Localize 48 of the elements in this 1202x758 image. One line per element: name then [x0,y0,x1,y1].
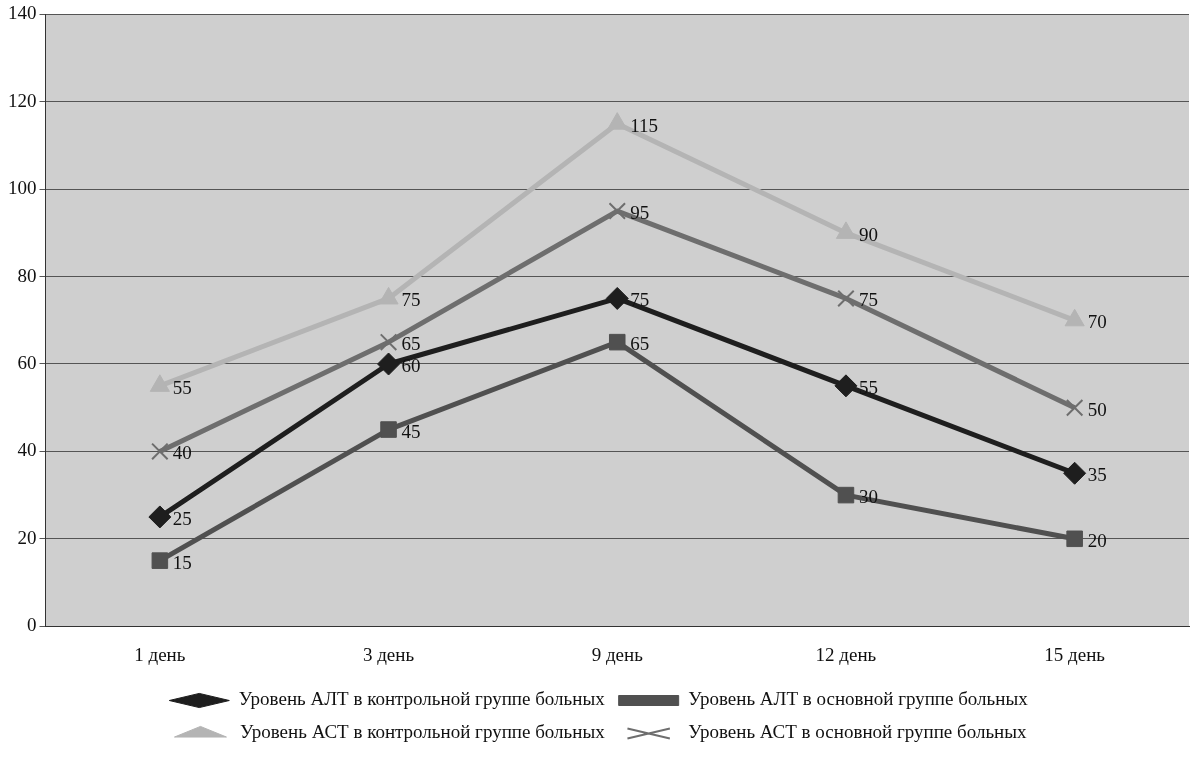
data-label: 55 [172,376,192,398]
point [380,421,397,438]
data-label: 75 [401,289,421,311]
point [1065,398,1084,417]
x-tick-label: 1 день [134,643,186,665]
data-label: 95 [630,202,650,224]
point [605,286,629,310]
y-tick-label: 60 [17,351,37,373]
point [148,505,172,529]
data-label: 45 [401,420,421,442]
point [379,333,398,351]
point [834,374,858,398]
data-label: 75 [858,289,878,311]
point [608,333,626,351]
legend-label: Уровень АЛТ в основной группе больных [688,688,1029,710]
data-label: 90 [858,223,878,245]
point [837,289,855,308]
data-label: 70 [1087,311,1107,333]
y-tick-label: 80 [17,264,37,286]
y-tick-label: 20 [17,526,37,548]
point [151,442,169,461]
y-tick-label: 140 [8,2,37,24]
y-tick-label: 40 [17,439,37,461]
point [377,352,401,376]
x-tick-label: 15 день [1044,643,1106,665]
x-tick-label: 9 день [591,643,644,665]
data-label: 115 [630,114,659,136]
x-tick-label: 12 день [815,643,877,665]
y-tick-label: 100 [8,177,37,199]
data-label: 65 [630,333,650,355]
data-label: 35 [1087,464,1107,486]
legend-label: Уровень АСТ в контрольной группе больных [239,721,606,743]
point [1063,461,1087,485]
point [1066,530,1083,548]
data-label: 15 [172,551,192,573]
y-tick-label: 120 [8,89,37,111]
data-label: 25 [172,507,192,529]
legend-label: Уровень АСТ в основной группе больных [688,721,1028,743]
point [837,486,855,504]
y-tick-label: 0 [27,614,37,636]
legend-label: Уровень АЛТ в контрольной группе больных [238,688,606,710]
x-tick-label: 3 день [362,643,415,665]
data-label: 65 [401,333,421,355]
data-label: 55 [858,376,878,398]
point [151,552,169,569]
point [607,112,628,130]
point [608,202,627,220]
data-label: 50 [1087,398,1107,420]
